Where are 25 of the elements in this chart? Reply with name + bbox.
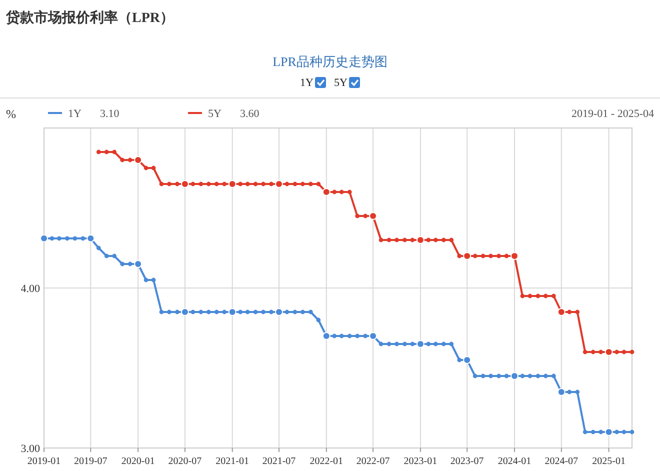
- x-tick-label: 2022-07: [356, 456, 390, 467]
- chart-title: 贷款市场报价利率（LPR）: [5, 9, 174, 26]
- x-tick-label: 2024-01: [498, 456, 532, 467]
- text: 1Y: [300, 77, 314, 89]
- x-tick-label: 2025-01: [592, 456, 626, 467]
- x-tick-label: 2023-01: [404, 456, 438, 467]
- y-axis-title: %: [6, 107, 16, 121]
- text: 5Y: [334, 77, 348, 89]
- x-tick-label: 2023-07: [450, 456, 484, 467]
- text: 2019-01 - 2025-04: [572, 108, 654, 120]
- x-tick-label: 2021-01: [216, 456, 250, 467]
- x-tick-label: 2019-01: [27, 456, 61, 467]
- x-tick-label: 2022-01: [310, 456, 344, 467]
- x-tick-label: 2024-07: [544, 456, 578, 467]
- text: 3.10: [100, 108, 120, 120]
- text: 3.60: [240, 108, 260, 120]
- x-tick-label: 2020-07: [168, 456, 202, 467]
- x-tick-label: 2021-07: [262, 456, 296, 467]
- x-tick-label: 2020-01: [121, 456, 155, 467]
- y-tick-label: 4.00: [20, 282, 40, 295]
- chart-subtitle: LPR品种历史走势图: [272, 54, 388, 69]
- y-tick-label: 3.00: [20, 442, 40, 455]
- legend-label: 5Y: [208, 108, 222, 120]
- legend-label: 1Y: [68, 108, 82, 120]
- x-tick-label: 2019-07: [74, 456, 108, 467]
